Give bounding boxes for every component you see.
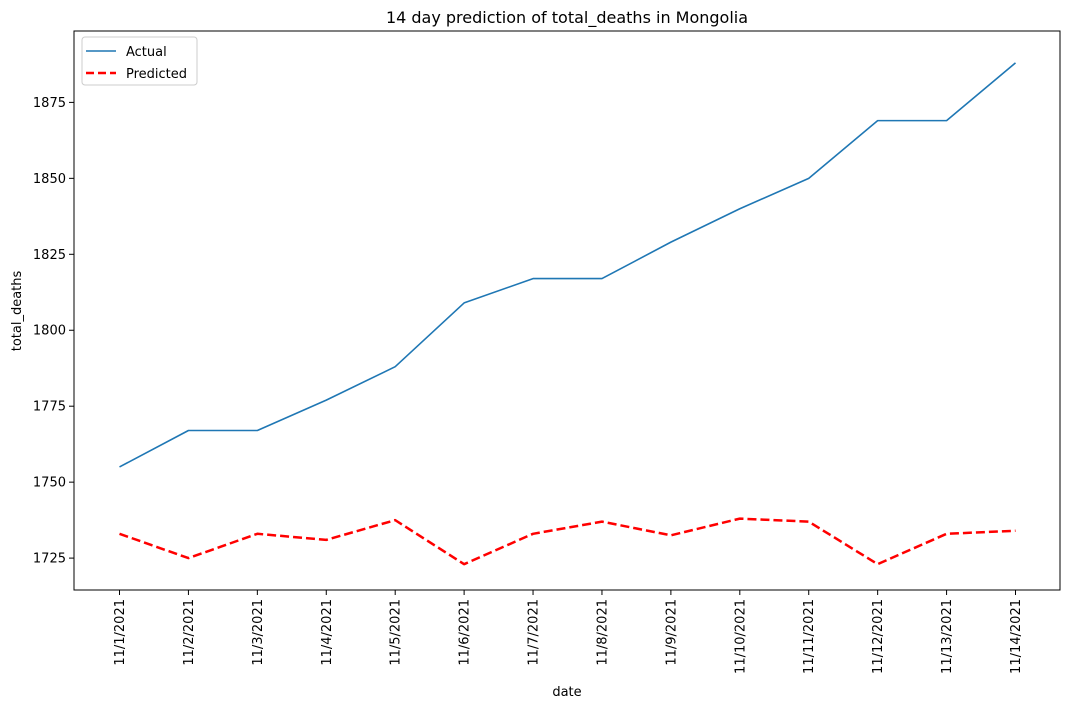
legend-label-predicted: Predicted <box>126 67 187 82</box>
series-line-predicted <box>119 517 1016 566</box>
y-tick-label: 1725 <box>33 552 66 567</box>
x-tick-label: 11/11/2021 <box>802 599 817 674</box>
x-tick-label: 11/13/2021 <box>940 599 955 674</box>
y-tick-label: 1875 <box>33 96 66 111</box>
legend-label-actual: Actual <box>126 45 167 60</box>
x-tick-label: 11/4/2021 <box>320 599 335 666</box>
y-tick-label: 1750 <box>33 476 66 491</box>
x-tick-label: 11/7/2021 <box>527 599 542 666</box>
x-axis-label: date <box>552 685 581 700</box>
y-tick-label: 1825 <box>33 248 66 263</box>
x-tick-label: 11/3/2021 <box>251 599 266 666</box>
x-axis: 11/1/2021 11/2/2021 11/3/2021 11/4/2021 11/5… <box>113 590 1024 674</box>
plot-area <box>73 30 1061 591</box>
series-layer <box>119 62 1017 566</box>
plot-frame <box>73 30 1061 591</box>
y-axis-label: total_deaths <box>10 271 25 352</box>
x-tick-label: 11/6/2021 <box>458 599 473 666</box>
series-line-actual <box>119 62 1017 468</box>
legend: Actual Predicted <box>81 36 198 86</box>
x-tick-label: 11/8/2021 <box>595 599 610 666</box>
y-tick-label: 1850 <box>33 172 66 187</box>
y-tick-label: 1800 <box>33 324 66 339</box>
x-tick-label: 11/14/2021 <box>1009 599 1024 674</box>
x-tick-label: 11/9/2021 <box>664 599 679 666</box>
y-axis: 1725 1750 1775 1800 1825 1850 1875 <box>33 96 74 567</box>
x-tick-label: 11/5/2021 <box>389 599 404 666</box>
y-tick-label: 1775 <box>33 400 66 415</box>
chart-title: 14 day prediction of total_deaths in Mon… <box>386 8 748 28</box>
x-tick-label: 11/12/2021 <box>871 599 886 674</box>
x-tick-label: 11/2/2021 <box>182 599 197 666</box>
x-tick-label: 11/10/2021 <box>733 599 748 674</box>
x-tick-label: 11/1/2021 <box>113 599 128 666</box>
